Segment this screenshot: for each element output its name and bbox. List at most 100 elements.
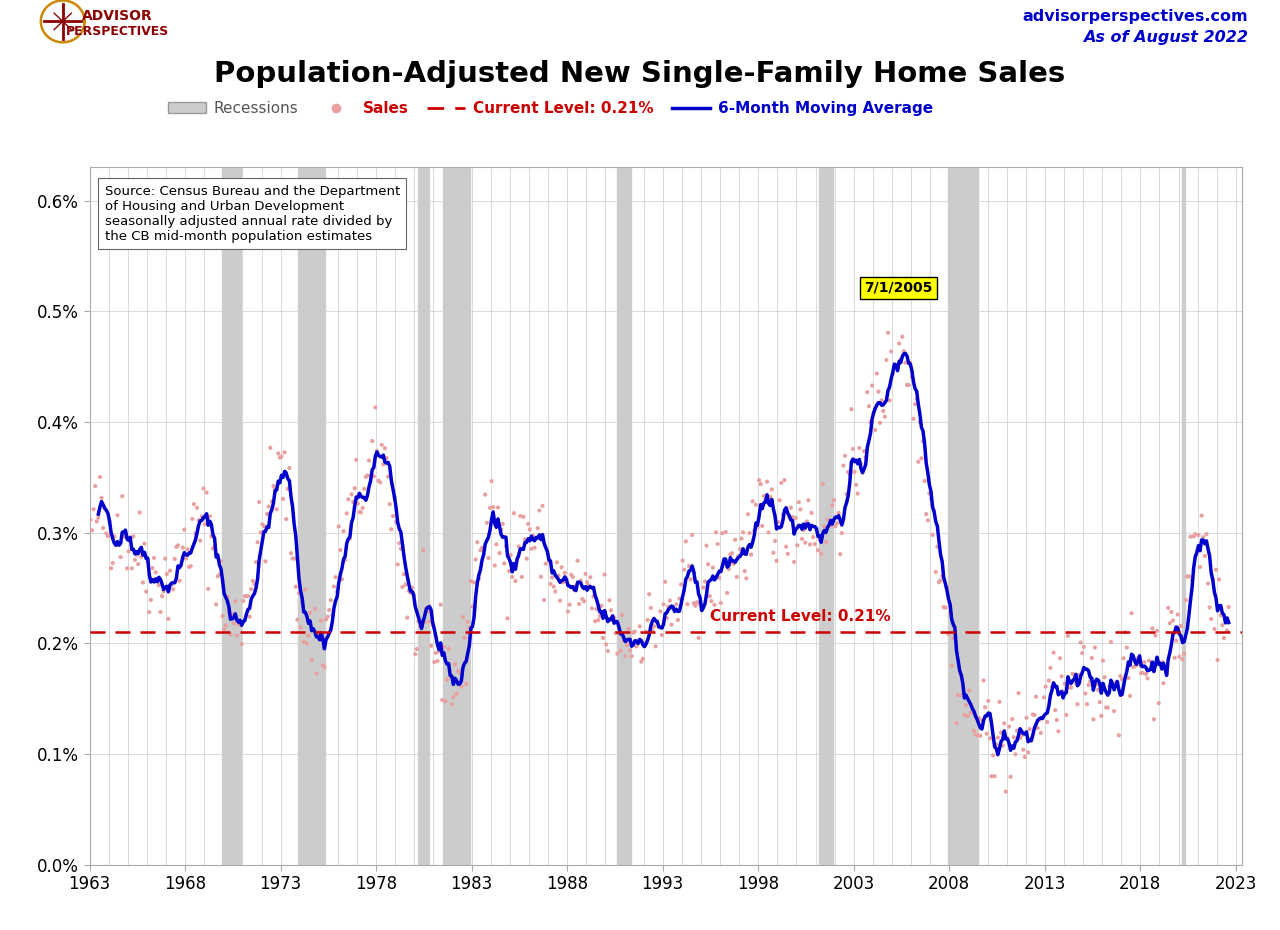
Point bbox=[361, 469, 381, 484]
Point bbox=[166, 539, 187, 554]
Point bbox=[292, 595, 312, 610]
Point bbox=[1133, 666, 1153, 681]
Point bbox=[1156, 666, 1176, 681]
Point bbox=[1187, 544, 1207, 559]
Point bbox=[311, 613, 332, 628]
Point bbox=[918, 513, 938, 528]
Point bbox=[160, 564, 180, 578]
Point bbox=[513, 510, 534, 525]
Point bbox=[1080, 673, 1101, 688]
Point bbox=[735, 564, 755, 578]
Point bbox=[561, 567, 581, 582]
Bar bbox=[298, 167, 325, 865]
Point bbox=[989, 695, 1010, 710]
Point bbox=[248, 495, 269, 510]
Point bbox=[800, 538, 820, 552]
Point bbox=[397, 610, 417, 625]
Point bbox=[1028, 721, 1048, 736]
Point bbox=[451, 679, 471, 694]
Point bbox=[1083, 712, 1103, 727]
Point bbox=[515, 532, 535, 547]
Point bbox=[822, 498, 842, 512]
Point bbox=[1088, 683, 1108, 698]
Point bbox=[640, 601, 660, 616]
Point bbox=[763, 545, 783, 560]
Point bbox=[325, 570, 346, 585]
Point bbox=[690, 597, 710, 612]
Point bbox=[689, 631, 709, 645]
Point bbox=[529, 503, 549, 518]
Point bbox=[977, 726, 997, 741]
Point bbox=[769, 493, 790, 508]
Point bbox=[709, 570, 730, 585]
Point bbox=[978, 694, 998, 709]
Point bbox=[1165, 650, 1185, 665]
Point bbox=[728, 549, 749, 564]
Point bbox=[952, 681, 973, 696]
Point bbox=[1056, 708, 1076, 723]
Point bbox=[403, 588, 424, 603]
Point bbox=[1102, 677, 1123, 692]
Point bbox=[156, 566, 177, 581]
Point bbox=[829, 547, 850, 562]
Point bbox=[1169, 649, 1189, 664]
Point bbox=[462, 599, 483, 614]
Point bbox=[861, 379, 882, 393]
Point bbox=[607, 646, 627, 661]
Point bbox=[428, 654, 448, 669]
Point bbox=[109, 536, 129, 551]
Point bbox=[801, 505, 822, 520]
Point bbox=[512, 569, 532, 584]
Point bbox=[559, 597, 580, 612]
Point bbox=[467, 535, 488, 550]
Point bbox=[687, 595, 708, 610]
Point bbox=[767, 553, 787, 568]
Point bbox=[851, 457, 872, 472]
Point bbox=[982, 769, 1002, 784]
Point bbox=[266, 502, 287, 517]
Point bbox=[209, 567, 229, 582]
Point bbox=[691, 602, 712, 617]
Point bbox=[1084, 640, 1105, 655]
Point bbox=[558, 604, 579, 619]
Point bbox=[1062, 667, 1083, 682]
Point bbox=[114, 529, 134, 544]
Point bbox=[362, 433, 383, 448]
Point bbox=[947, 688, 968, 703]
Point bbox=[882, 366, 902, 381]
Point bbox=[494, 556, 515, 571]
Point bbox=[1011, 728, 1032, 743]
Point bbox=[924, 503, 945, 518]
Point bbox=[1016, 711, 1037, 725]
Point bbox=[1064, 671, 1084, 686]
Point bbox=[155, 551, 175, 566]
Point bbox=[1206, 563, 1226, 578]
Point bbox=[827, 516, 847, 531]
Point bbox=[669, 591, 690, 606]
Point bbox=[712, 525, 732, 540]
Point bbox=[1096, 700, 1116, 715]
Point bbox=[908, 455, 928, 470]
Point bbox=[806, 522, 827, 537]
Point bbox=[137, 555, 157, 570]
Point bbox=[480, 500, 500, 515]
Point bbox=[605, 626, 626, 641]
Point bbox=[1103, 704, 1124, 719]
Point bbox=[255, 554, 275, 569]
Point bbox=[1160, 616, 1180, 631]
Point bbox=[365, 400, 385, 415]
Point bbox=[104, 529, 124, 544]
Point bbox=[108, 508, 128, 523]
Point bbox=[302, 653, 323, 668]
Point bbox=[809, 532, 829, 547]
Point bbox=[932, 568, 952, 583]
Point bbox=[1175, 592, 1196, 607]
Point bbox=[131, 549, 151, 564]
Point bbox=[609, 626, 630, 641]
Point bbox=[421, 638, 442, 653]
Point bbox=[888, 336, 909, 351]
Point bbox=[237, 589, 257, 604]
Point bbox=[613, 633, 634, 648]
Point bbox=[630, 618, 650, 633]
Point bbox=[741, 547, 762, 562]
